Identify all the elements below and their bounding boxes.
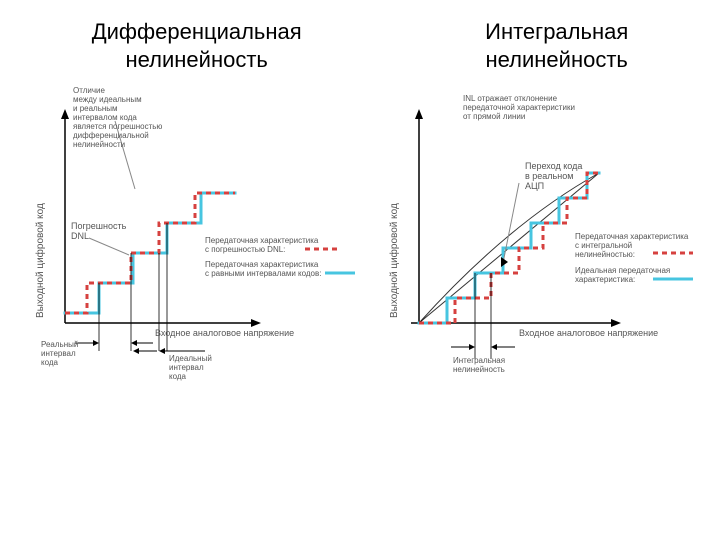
pointer-label: Переход кода в реальном АЦП: [525, 161, 582, 191]
titles-row: Дифференциальнаянелинейность Интегральна…: [0, 0, 720, 73]
svg-text:интервал: интервал: [169, 363, 204, 372]
svg-text:нелинейностью:: нелинейностью:: [575, 250, 635, 259]
charts-row: Выходной цифровой код Отличиемежду идеал…: [0, 83, 720, 463]
xaxis-label: Входное аналоговое напряжение: [519, 328, 658, 338]
svg-text:INL отражает отклонение: INL отражает отклонение: [463, 94, 558, 103]
svg-text:Переход кода: Переход кода: [525, 161, 582, 171]
top-note: INL отражает отклонениепередаточной хара…: [463, 94, 575, 121]
svg-text:Погрешность: Погрешность: [71, 221, 127, 231]
svg-text:интервал: интервал: [41, 349, 76, 358]
svg-text:в реальном: в реальном: [525, 171, 573, 181]
svg-text:АЦП: АЦП: [525, 181, 544, 191]
svg-text:Реальный: Реальный: [41, 340, 78, 349]
svg-text:Идеальный: Идеальный: [169, 354, 212, 363]
svg-text:Отличие: Отличие: [73, 86, 105, 95]
x-axis-arrow-icon: [611, 319, 621, 327]
x-axis-arrow-icon: [251, 319, 261, 327]
real-interval-label: Реальный интервал кода: [41, 340, 78, 367]
svg-text:нелинейность: нелинейность: [453, 365, 505, 374]
title-right: Интегральнаянелинейность: [485, 18, 628, 73]
svg-text:от прямой линии: от прямой линии: [463, 112, 525, 121]
title-left: Дифференциальнаянелинейность: [92, 18, 302, 73]
real-interval-dim: [75, 340, 153, 346]
xaxis-label: Входное аналоговое напряжение: [155, 328, 294, 338]
svg-text:дифференциальной: дифференциальной: [73, 131, 149, 140]
inl-legend: Передаточная характеристика с интегральн…: [575, 232, 693, 284]
svg-text:с равными интервалами кодов:: с равными интервалами кодов:: [205, 269, 321, 278]
svg-text:является погрешностью: является погрешностью: [73, 122, 162, 131]
svg-text:передаточной характеристики: передаточной характеристики: [463, 103, 575, 112]
svg-text:DNL: DNL: [71, 231, 89, 241]
top-note: Отличиемежду идеальными реальныминтервал…: [73, 86, 162, 149]
svg-text:Интегральная: Интегральная: [453, 356, 505, 365]
svg-text:и реальным: и реальным: [73, 104, 118, 113]
svg-text:интервалом кода: интервалом кода: [73, 113, 137, 122]
svg-text:характеристика:: характеристика:: [575, 275, 635, 284]
svg-text:Передаточная характеристика: Передаточная характеристика: [205, 260, 319, 269]
yaxis-label: Выходной цифровой код: [34, 203, 46, 318]
pointer-leader: [503, 183, 519, 263]
inl-chart: Выходной цифровой код INL отражает откло…: [365, 83, 715, 463]
svg-text:с интегральной: с интегральной: [575, 241, 632, 250]
inl-gap-dim: [451, 344, 515, 350]
svg-text:Передаточная характеристика: Передаточная характеристика: [575, 232, 689, 241]
ideal-interval-label: Идеальный интервал кода: [169, 354, 212, 381]
svg-text:Передаточная характеристика: Передаточная характеристика: [205, 236, 319, 245]
svg-text:между идеальным: между идеальным: [73, 95, 142, 104]
y-axis-arrow-icon: [61, 109, 69, 119]
y-axis-arrow-icon: [415, 109, 423, 119]
dnl-leader: [89, 238, 129, 255]
svg-text:кода: кода: [41, 358, 59, 367]
svg-text:с погрешностью DNL:: с погрешностью DNL:: [205, 245, 285, 254]
inl-bottom-label: Интегральная нелинейность: [453, 356, 505, 374]
dnl-label: Погрешность DNL: [71, 221, 127, 241]
svg-text:Идеальная передаточная: Идеальная передаточная: [575, 266, 670, 275]
dnl-legend: Передаточная характеристика с погрешност…: [205, 236, 355, 278]
svg-text:кода: кода: [169, 372, 187, 381]
yaxis-label: Выходной цифровой код: [388, 203, 400, 318]
dnl-chart: Выходной цифровой код Отличиемежду идеал…: [5, 83, 355, 463]
svg-text:нелинейности: нелинейности: [73, 140, 125, 149]
